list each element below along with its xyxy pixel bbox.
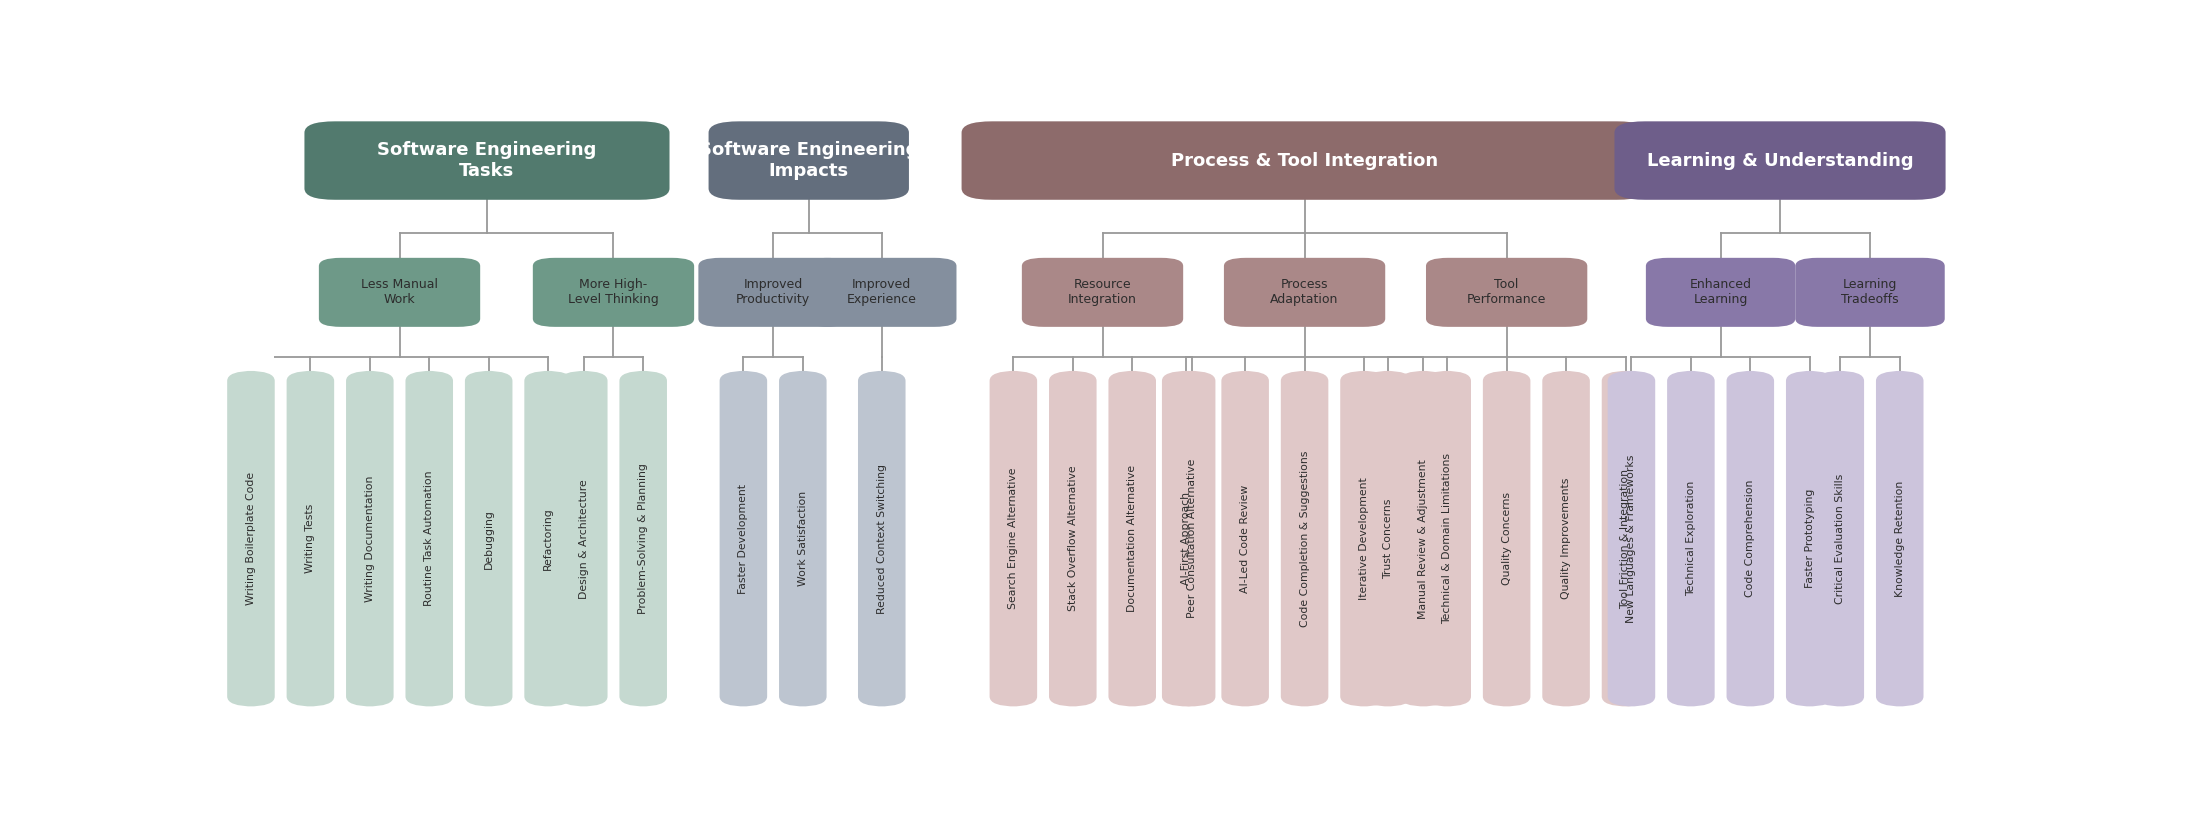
FancyBboxPatch shape — [1282, 371, 1328, 707]
Text: Problem-Solving & Planning: Problem-Solving & Planning — [638, 463, 649, 614]
Text: Quality Improvements: Quality Improvements — [1560, 478, 1571, 599]
Text: Quality Concerns: Quality Concerns — [1501, 492, 1512, 585]
Text: More High-
Level Thinking: More High- Level Thinking — [567, 279, 659, 306]
FancyBboxPatch shape — [1816, 371, 1865, 707]
FancyBboxPatch shape — [1168, 371, 1216, 707]
FancyBboxPatch shape — [1049, 371, 1096, 707]
FancyBboxPatch shape — [1426, 258, 1586, 327]
FancyBboxPatch shape — [1400, 371, 1448, 707]
FancyBboxPatch shape — [699, 258, 848, 327]
FancyBboxPatch shape — [1021, 258, 1183, 327]
Text: Software Engineering
Impacts: Software Engineering Impacts — [699, 141, 918, 180]
Text: Documentation Alternative: Documentation Alternative — [1126, 465, 1137, 612]
FancyBboxPatch shape — [305, 121, 670, 200]
FancyBboxPatch shape — [1225, 258, 1385, 327]
Text: Enhanced
Learning: Enhanced Learning — [1689, 279, 1751, 306]
FancyBboxPatch shape — [620, 371, 666, 707]
Text: Knowledge Retention: Knowledge Retention — [1895, 481, 1904, 597]
Text: Tool
Performance: Tool Performance — [1468, 279, 1547, 306]
FancyBboxPatch shape — [1424, 371, 1470, 707]
FancyBboxPatch shape — [1615, 121, 1946, 200]
FancyBboxPatch shape — [1483, 371, 1529, 707]
FancyBboxPatch shape — [990, 371, 1036, 707]
Text: AI-Led Code Review: AI-Led Code Review — [1240, 485, 1251, 593]
Text: Debugging: Debugging — [484, 509, 493, 569]
FancyBboxPatch shape — [1608, 371, 1654, 707]
FancyBboxPatch shape — [405, 371, 454, 707]
Text: Resource
Integration: Resource Integration — [1067, 279, 1137, 306]
Text: AI-First Approach: AI-First Approach — [1181, 492, 1190, 585]
FancyBboxPatch shape — [1667, 371, 1716, 707]
FancyBboxPatch shape — [1645, 258, 1794, 327]
Text: Faster Prototyping: Faster Prototyping — [1805, 489, 1814, 588]
Text: Learning
Tradeoffs: Learning Tradeoffs — [1840, 279, 1900, 306]
FancyBboxPatch shape — [1875, 371, 1924, 707]
Text: Critical Evaluation Skills: Critical Evaluation Skills — [1836, 474, 1845, 604]
Text: Reduced Context Switching: Reduced Context Switching — [876, 464, 887, 614]
Text: Writing Tests: Writing Tests — [305, 504, 316, 573]
FancyBboxPatch shape — [464, 371, 513, 707]
Text: Writing Documentation: Writing Documentation — [366, 475, 375, 601]
FancyBboxPatch shape — [859, 371, 905, 707]
FancyBboxPatch shape — [228, 371, 274, 707]
FancyBboxPatch shape — [780, 371, 826, 707]
Text: Trust Concerns: Trust Concerns — [1383, 499, 1393, 579]
Text: Writing Boilerplate Code: Writing Boilerplate Code — [245, 472, 256, 606]
FancyBboxPatch shape — [1109, 371, 1157, 707]
Text: Code Comprehension: Code Comprehension — [1746, 480, 1755, 597]
Text: Work Satisfaction: Work Satisfaction — [798, 491, 808, 586]
Text: Software Engineering
Tasks: Software Engineering Tasks — [377, 141, 596, 180]
Text: Code Completion & Suggestions: Code Completion & Suggestions — [1299, 451, 1310, 627]
FancyBboxPatch shape — [532, 258, 695, 327]
Text: Search Engine Alternative: Search Engine Alternative — [1008, 468, 1019, 610]
Text: Design & Architecture: Design & Architecture — [578, 478, 589, 598]
Text: Peer Consultation Alternative: Peer Consultation Alternative — [1188, 459, 1196, 619]
Text: Manual Review & Adjustment: Manual Review & Adjustment — [1418, 459, 1429, 619]
Text: Improved
Experience: Improved Experience — [848, 279, 916, 306]
Text: Learning & Understanding: Learning & Understanding — [1648, 152, 1913, 170]
FancyBboxPatch shape — [1341, 371, 1387, 707]
Text: Process
Adaptation: Process Adaptation — [1271, 279, 1339, 306]
Text: New Languages & Frameworks: New Languages & Frameworks — [1626, 455, 1637, 623]
FancyBboxPatch shape — [806, 258, 957, 327]
FancyBboxPatch shape — [561, 371, 607, 707]
FancyBboxPatch shape — [1220, 371, 1269, 707]
FancyBboxPatch shape — [1794, 258, 1946, 327]
FancyBboxPatch shape — [1161, 371, 1209, 707]
FancyBboxPatch shape — [320, 258, 480, 327]
FancyBboxPatch shape — [708, 121, 909, 200]
FancyBboxPatch shape — [346, 371, 394, 707]
FancyBboxPatch shape — [1602, 371, 1650, 707]
Text: Iterative Development: Iterative Development — [1358, 478, 1369, 600]
Text: Faster Development: Faster Development — [738, 483, 749, 593]
FancyBboxPatch shape — [524, 371, 572, 707]
FancyBboxPatch shape — [719, 371, 767, 707]
Text: Technical Exploration: Technical Exploration — [1685, 481, 1696, 597]
Text: Process & Tool Integration: Process & Tool Integration — [1170, 152, 1437, 170]
FancyBboxPatch shape — [1786, 371, 1834, 707]
FancyBboxPatch shape — [1727, 371, 1775, 707]
FancyBboxPatch shape — [962, 121, 1648, 200]
Text: Refactoring: Refactoring — [543, 507, 552, 570]
Text: Routine Task Automation: Routine Task Automation — [425, 471, 434, 606]
FancyBboxPatch shape — [1542, 371, 1591, 707]
Text: Less Manual
Work: Less Manual Work — [362, 279, 438, 306]
Text: Technical & Domain Limitations: Technical & Domain Limitations — [1442, 453, 1453, 624]
FancyBboxPatch shape — [287, 371, 335, 707]
FancyBboxPatch shape — [1365, 371, 1411, 707]
Text: Tool Friction & Integration: Tool Friction & Integration — [1621, 469, 1630, 609]
Text: Improved
Productivity: Improved Productivity — [736, 279, 811, 306]
Text: Stack Overflow Alternative: Stack Overflow Alternative — [1067, 466, 1078, 611]
